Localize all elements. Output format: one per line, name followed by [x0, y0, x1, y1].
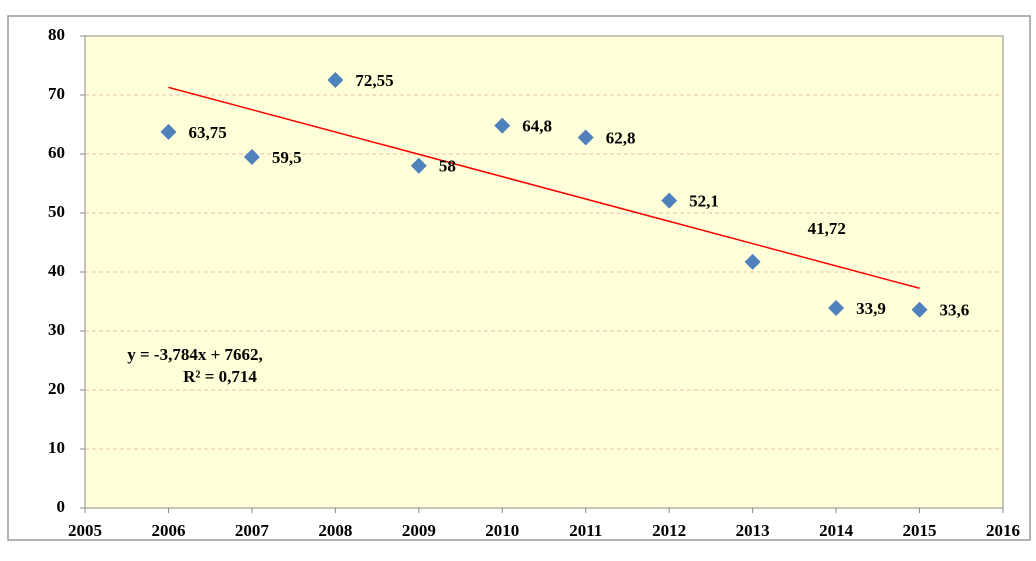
- x-tick-label: 2016: [986, 521, 1020, 540]
- point: [577, 129, 594, 146]
- x-tick-label: 2010: [485, 521, 519, 540]
- y-tick-label: 0: [57, 497, 66, 516]
- x-tick-label: 2009: [402, 521, 436, 540]
- x-tick-label: 2012: [652, 521, 686, 540]
- data-label: 33,6: [940, 301, 970, 320]
- data-label: 41,72: [808, 219, 846, 238]
- point: [327, 71, 344, 88]
- y-tick-label: 10: [48, 438, 65, 457]
- y-tick-label: 20: [48, 379, 65, 398]
- point: [410, 157, 427, 174]
- data-label: 62,8: [606, 128, 636, 147]
- x-tick-label: 2013: [736, 521, 770, 540]
- annotation: y = -3,784x + 7662,: [127, 345, 263, 364]
- data-label: 59,5: [272, 148, 302, 167]
- y-tick-label: 40: [48, 261, 65, 280]
- x-tick-label: 2006: [151, 521, 185, 540]
- point: [243, 148, 260, 165]
- data-label: 52,1: [689, 192, 719, 211]
- y-tick-label: 70: [48, 84, 65, 103]
- y-tick-label: 80: [48, 25, 65, 44]
- y-tick-label: 30: [48, 320, 65, 339]
- point: [160, 123, 177, 140]
- x-tick-label: 2011: [569, 521, 602, 540]
- x-tick-label: 2014: [819, 521, 854, 540]
- point: [661, 192, 678, 209]
- x-tick-label: 2005: [68, 521, 102, 540]
- annotation: R² = 0,714: [183, 367, 257, 386]
- data-label: 33,9: [856, 299, 886, 318]
- x-tick-label: 2015: [903, 521, 937, 540]
- y-tick-label: 50: [48, 202, 65, 221]
- point: [828, 299, 845, 316]
- trendline: [168, 86, 920, 290]
- data-label: 58: [439, 157, 456, 176]
- x-tick-label: 2007: [235, 521, 270, 540]
- x-tick-label: 2008: [318, 521, 352, 540]
- point: [911, 301, 928, 318]
- point: [744, 253, 761, 270]
- data-label: 63,75: [188, 123, 226, 142]
- data-label: 72,55: [355, 71, 393, 90]
- point: [494, 117, 511, 134]
- y-tick-label: 60: [48, 143, 65, 162]
- data-label: 64,8: [522, 117, 552, 136]
